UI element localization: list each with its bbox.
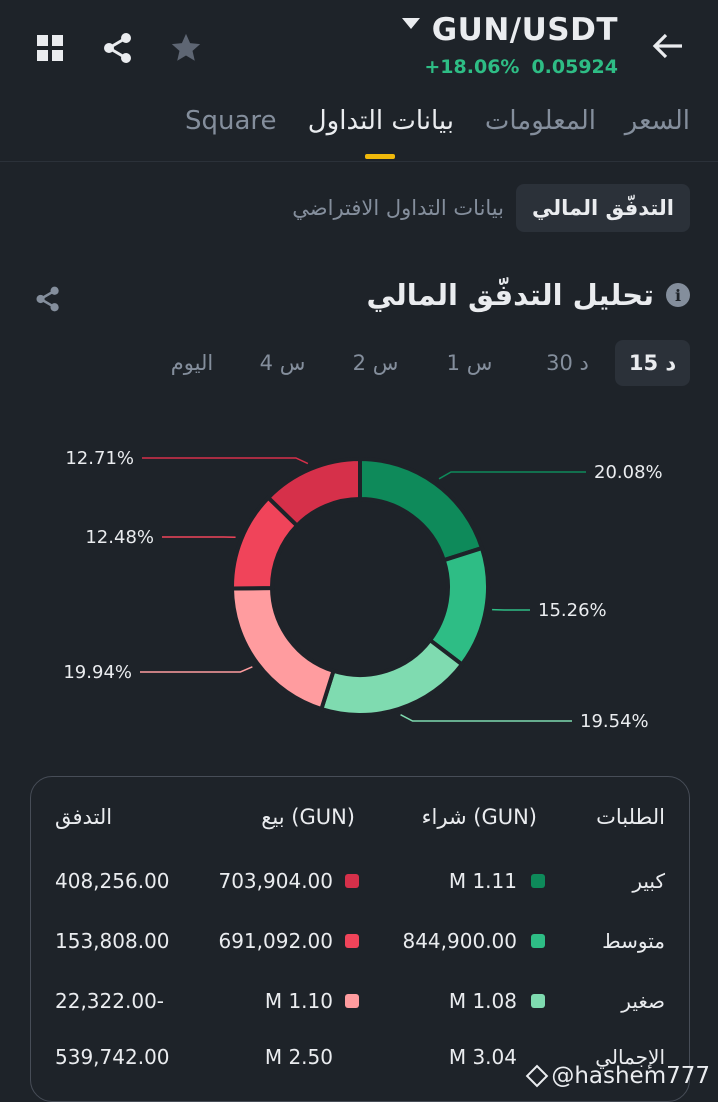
- leader-line: [142, 457, 309, 465]
- time-filter-15m[interactable]: 15 د: [615, 340, 690, 386]
- row-sell: M 2.50: [265, 1045, 333, 1069]
- slice-percent-label: 12.48%: [85, 527, 154, 548]
- money-flow-donut-chart: 20.08% 15.26% 19.54% 19.94% 12.48% 12.71%: [63, 448, 663, 732]
- header-orders: الطلبات: [596, 805, 665, 829]
- time-filter-2h[interactable]: 2 س: [352, 351, 399, 375]
- watermark-logo-icon: [525, 1064, 549, 1088]
- tab-price[interactable]: السعر: [624, 106, 690, 136]
- watermark: @hashem777: [525, 1063, 710, 1089]
- time-filter-4h[interactable]: 4 س: [259, 351, 306, 375]
- section-title: تحليل التدفّق المالي i: [367, 278, 690, 312]
- leader-line: [400, 714, 572, 722]
- share-icon[interactable]: [98, 28, 138, 68]
- info-icon[interactable]: i: [666, 283, 690, 307]
- sell-value: M 1.10: [264, 989, 333, 1013]
- tab-square[interactable]: Square: [185, 106, 277, 136]
- slice-percent-label: 20.08%: [594, 462, 663, 483]
- row-buy: M 1.08: [449, 989, 545, 1013]
- buy-value: M 3.04: [448, 1045, 517, 1069]
- row-sell: M 1.10: [265, 989, 359, 1013]
- pair-info[interactable]: GUN/USDT +18.06% 0.05924: [401, 12, 618, 78]
- sell-color-swatch: [345, 994, 359, 1008]
- segment-money-flow[interactable]: التدفّق المالي: [516, 184, 690, 232]
- chevron-down-icon[interactable]: [401, 17, 420, 29]
- row-sell: 703,904.00: [218, 869, 359, 893]
- sell-color-swatch: [345, 934, 359, 948]
- sell-value: 691,092.00: [218, 929, 333, 953]
- header: GUN/USDT +18.06% 0.05924: [0, 0, 718, 100]
- buy-color-swatch: [531, 994, 545, 1008]
- row-buy: 844,900.00: [402, 929, 545, 953]
- donut-slice: [318, 637, 465, 717]
- buy-color-swatch: [531, 934, 545, 948]
- time-filter-day[interactable]: اليوم: [170, 351, 214, 375]
- row-buy: M 3.04: [449, 1045, 517, 1069]
- row-label: صغير: [621, 989, 665, 1013]
- active-tab-indicator: [365, 154, 395, 159]
- header-flow: التدفق: [55, 805, 113, 829]
- buy-value: 844,900.00: [402, 929, 517, 953]
- row-flow: 153,808.00: [55, 929, 170, 953]
- watermark-text: @hashem777: [551, 1063, 710, 1089]
- donut-slice: [229, 586, 336, 712]
- donut-slice: [358, 456, 485, 563]
- tab-trading-data[interactable]: بيانات التداول: [307, 106, 454, 136]
- row-label: كبير: [632, 869, 665, 893]
- price-change: +18.06%: [424, 56, 520, 78]
- buy-value: M 1.08: [448, 989, 517, 1013]
- back-arrow-icon[interactable]: [648, 26, 688, 66]
- leader-line: [140, 666, 253, 673]
- slice-percent-label: 19.54%: [580, 711, 649, 732]
- sell-value: M 2.50: [264, 1045, 333, 1069]
- main-tabs: السعر المعلومات بيانات التداول Square: [0, 100, 718, 162]
- row-flow: 408,256.00: [55, 869, 170, 893]
- buy-color-swatch: [531, 874, 545, 888]
- leader-line: [438, 471, 586, 480]
- row-flow: 539,742.00: [55, 1045, 170, 1069]
- row-flow: 22,322.00-: [55, 989, 165, 1013]
- slice-percent-label: 12.71%: [65, 448, 134, 469]
- donut-slice: [265, 456, 362, 529]
- section-share-icon[interactable]: [34, 285, 62, 317]
- buy-value: M 1.11: [448, 869, 517, 893]
- row-sell: 691,092.00: [218, 929, 359, 953]
- star-icon[interactable]: [166, 28, 206, 68]
- header-sell: بيع (GUN): [261, 805, 355, 829]
- section-title-text: تحليل التدفّق المالي: [366, 278, 654, 312]
- sell-value: 703,904.00: [218, 869, 333, 893]
- header-buy: شراء (GUN): [421, 805, 537, 829]
- pair-symbol: GUN/USDT: [431, 12, 618, 48]
- slice-percent-label: 19.94%: [63, 662, 132, 683]
- row-label: الإجمالي: [595, 1045, 665, 1069]
- time-filter-30m[interactable]: 30 د: [546, 351, 589, 375]
- flow-table: الطلبات شراء (GUN) بيع (GUN) التدفق كبير…: [30, 776, 690, 1102]
- slice-percent-label: 15.26%: [538, 600, 607, 621]
- tab-info[interactable]: المعلومات: [484, 106, 596, 136]
- time-filter-1h[interactable]: 1 س: [446, 351, 493, 375]
- grid-icon[interactable]: [30, 28, 70, 68]
- segment-trading-data[interactable]: بيانات التداول الافتراضي: [292, 196, 504, 220]
- last-price: 0.05924: [531, 56, 618, 78]
- sell-color-swatch: [345, 874, 359, 888]
- row-buy: M 1.11: [449, 869, 545, 893]
- row-label: متوسط: [602, 929, 665, 953]
